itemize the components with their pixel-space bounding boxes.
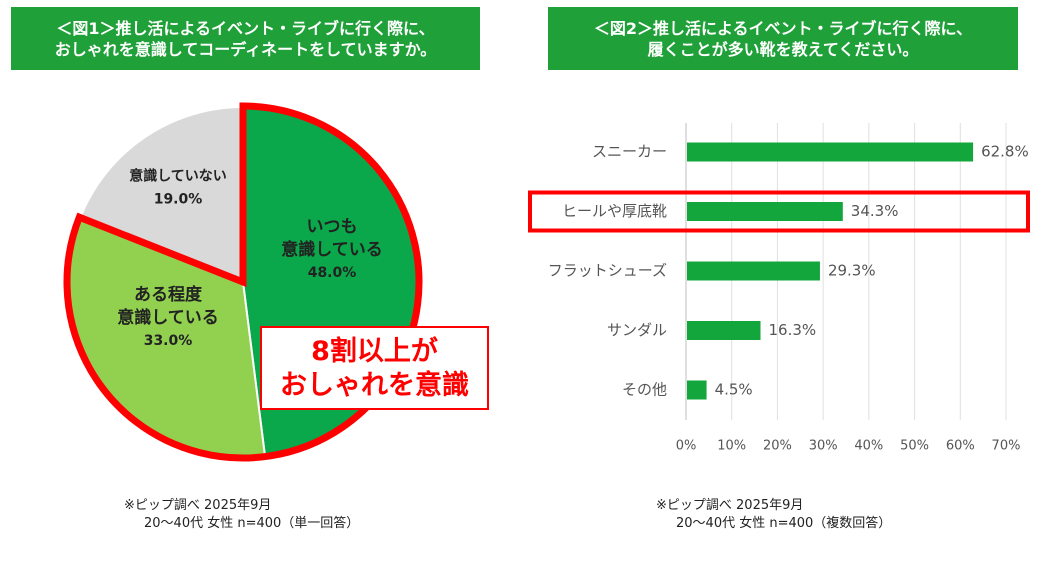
pie-value-label: 19.0% (154, 192, 203, 208)
callout-frame (260, 326, 489, 410)
bar-value-label: 29.3% (828, 262, 876, 280)
x-tick-label: 50% (900, 439, 929, 454)
figure1-title-line: ＜図1＞推し活によるイベント・ライブに行く際に、 (56, 18, 435, 38)
figure1-source-note: ※ピップ調べ 2025年9月 20〜40代 女性 n=400（単一回答） (124, 497, 359, 533)
bar-value-label: 62.8% (981, 143, 1029, 161)
figure1-title-line: おしゃれを意識してコーディネートをしていますか。 (54, 39, 437, 59)
source-note-line: 20〜40代 女性 n=400（単一回答） (144, 516, 360, 531)
figure2-source-note: ※ピップ調べ 2025年9月 20〜40代 女性 n=400（複数回答） (656, 497, 891, 533)
bar (687, 261, 820, 281)
x-tick-label: 0% (676, 439, 697, 454)
source-note-line: ※ピップ調べ 2025年9月 (656, 498, 804, 513)
pie-slice-label: ある程度 (134, 284, 203, 305)
bar-chart: 0% 10% 20% 30% 40% 50% 60% 70% スニーカー 62.8% ヒールや厚底靴… (528, 123, 1030, 454)
bar-value-label: 4.5% (715, 381, 753, 399)
x-tick-label: 60% (946, 439, 975, 454)
bar-value-label: 34.3% (851, 202, 899, 220)
pie-slice-label: 意識していない (129, 168, 227, 185)
category-label: サンダル (607, 321, 667, 339)
x-tick-label: 10% (717, 439, 746, 454)
bar (687, 321, 761, 340)
pie-slice-label: 意識している (281, 239, 383, 260)
source-note-line: 20〜40代 女性 n=400（複数回答） (676, 516, 892, 531)
callout-line: 8割以上が (311, 335, 438, 367)
bar (687, 142, 974, 162)
bar-value-label: 16.3% (769, 321, 817, 339)
callout-line: おしゃれを意識 (280, 369, 469, 401)
figure1-title-banner: ＜図1＞推し活によるイベント・ライブに行く際に、 おしゃれを意識してコーディネー… (11, 7, 480, 70)
callout-box: 8割以上が おしゃれを意識 (260, 326, 489, 410)
pie-value-label: 33.0% (144, 333, 193, 349)
pie-highlight-outline (63, 102, 423, 462)
x-tick-label: 30% (809, 439, 838, 454)
category-label: フラットシューズ (548, 262, 667, 280)
pie-slice-label: 意識している (117, 307, 219, 328)
pie-slice (78, 105, 244, 284)
x-tick-label: 70% (992, 439, 1021, 454)
figure2-title-line: ＜図2＞推し活によるイベント・ライブに行く際に、 (593, 18, 973, 38)
highlight-frame (528, 190, 1030, 233)
category-label: スニーカー (592, 143, 667, 161)
bar (687, 202, 843, 221)
category-label: ヒールや厚底靴 (562, 202, 667, 220)
category-label: その他 (622, 381, 667, 399)
figure2-title-banner: ＜図2＞推し活によるイベント・ライブに行く際に、 履くことが多い靴を教えてくださ… (548, 7, 1018, 70)
x-tick-label: 40% (854, 439, 883, 454)
source-note-line: ※ピップ調べ 2025年9月 (124, 498, 272, 513)
x-tick-label: 20% (763, 439, 792, 454)
pie-slice-label: いつも (307, 217, 358, 237)
figure2-title-line: 履くことが多い靴を教えてください。 (647, 39, 919, 59)
pie-value-label: 48.0% (308, 265, 357, 281)
bar (687, 380, 707, 400)
